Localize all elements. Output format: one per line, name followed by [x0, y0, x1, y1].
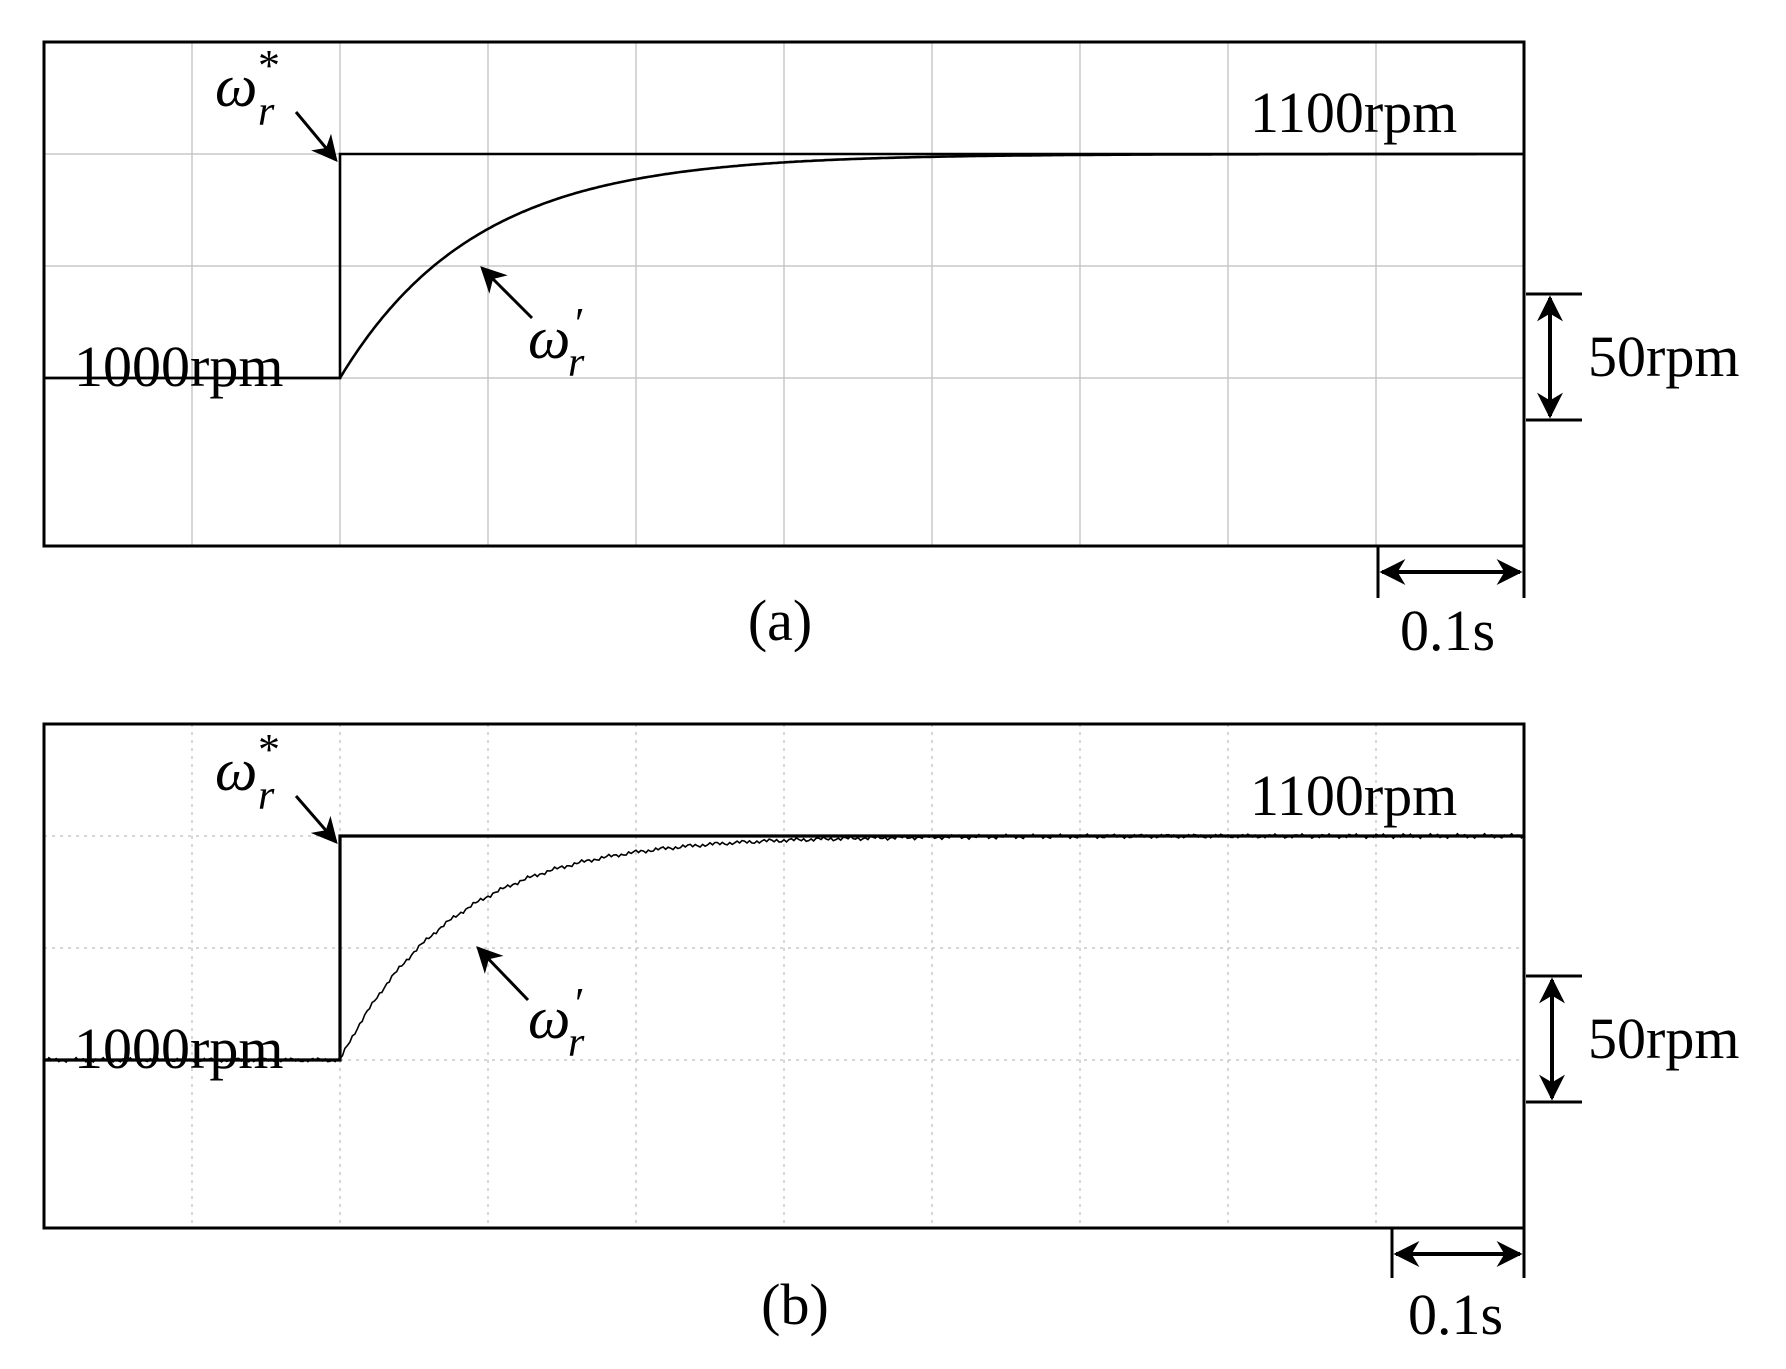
traces	[44, 152, 1524, 380]
x-scale-bar: 0.1s	[1390, 1228, 1526, 1347]
y-scale-label: 50rpm	[1588, 324, 1739, 389]
panel-label: (b)	[761, 1272, 829, 1337]
reference-speed-arrow	[294, 111, 338, 162]
estimated-speed-trace	[44, 152, 1524, 380]
final-speed-label: 1100rpm	[1250, 763, 1457, 828]
estimated-speed-symbol: ω	[528, 305, 570, 371]
reference-speed-superscript: *	[258, 41, 280, 90]
x-scale-label: 0.1s	[1400, 598, 1495, 663]
estimated-speed-subscript: r	[568, 340, 585, 386]
reference-speed-symbol: ω	[215, 53, 257, 119]
panel-b: ω r * ω r ′ 1000rpm 1100rpm 50rpm 0.1s (…	[42, 722, 1739, 1347]
x-scale-label: 0.1s	[1408, 1282, 1503, 1347]
y-scale-bar: 50rpm	[1526, 974, 1739, 1104]
panel-a: ω r * ω r ′ 1000rpm 1100rpm 50rpm 0.1s (…	[42, 40, 1739, 663]
estimated-speed-trace	[43, 832, 1525, 1064]
estimated-speed-arrow	[476, 946, 530, 1002]
reference-speed-superscript: *	[258, 725, 280, 774]
reference-speed-arrow	[294, 795, 338, 844]
estimated-speed-arrow	[480, 266, 534, 320]
y-scale-bar: 50rpm	[1526, 292, 1739, 422]
reference-speed-symbol: ω	[215, 737, 257, 803]
initial-speed-label: 1000rpm	[74, 334, 283, 399]
plot-frame	[42, 40, 1526, 548]
traces	[43, 832, 1525, 1064]
y-scale-label: 50rpm	[1588, 1006, 1739, 1071]
reference-speed-subscript: r	[258, 89, 275, 135]
estimated-speed-symbol: ω	[528, 985, 570, 1051]
estimated-speed-superscript: ′	[575, 979, 585, 1028]
plot-frame	[42, 722, 1526, 1230]
final-speed-label: 1100rpm	[1250, 80, 1457, 145]
reference-speed-subscript: r	[258, 773, 275, 819]
estimated-speed-subscript: r	[568, 1020, 585, 1066]
initial-speed-label: 1000rpm	[74, 1016, 283, 1081]
panel-label: (a)	[748, 588, 812, 653]
x-scale-bar: 0.1s	[1376, 546, 1526, 663]
estimated-speed-superscript: ′	[575, 299, 585, 348]
